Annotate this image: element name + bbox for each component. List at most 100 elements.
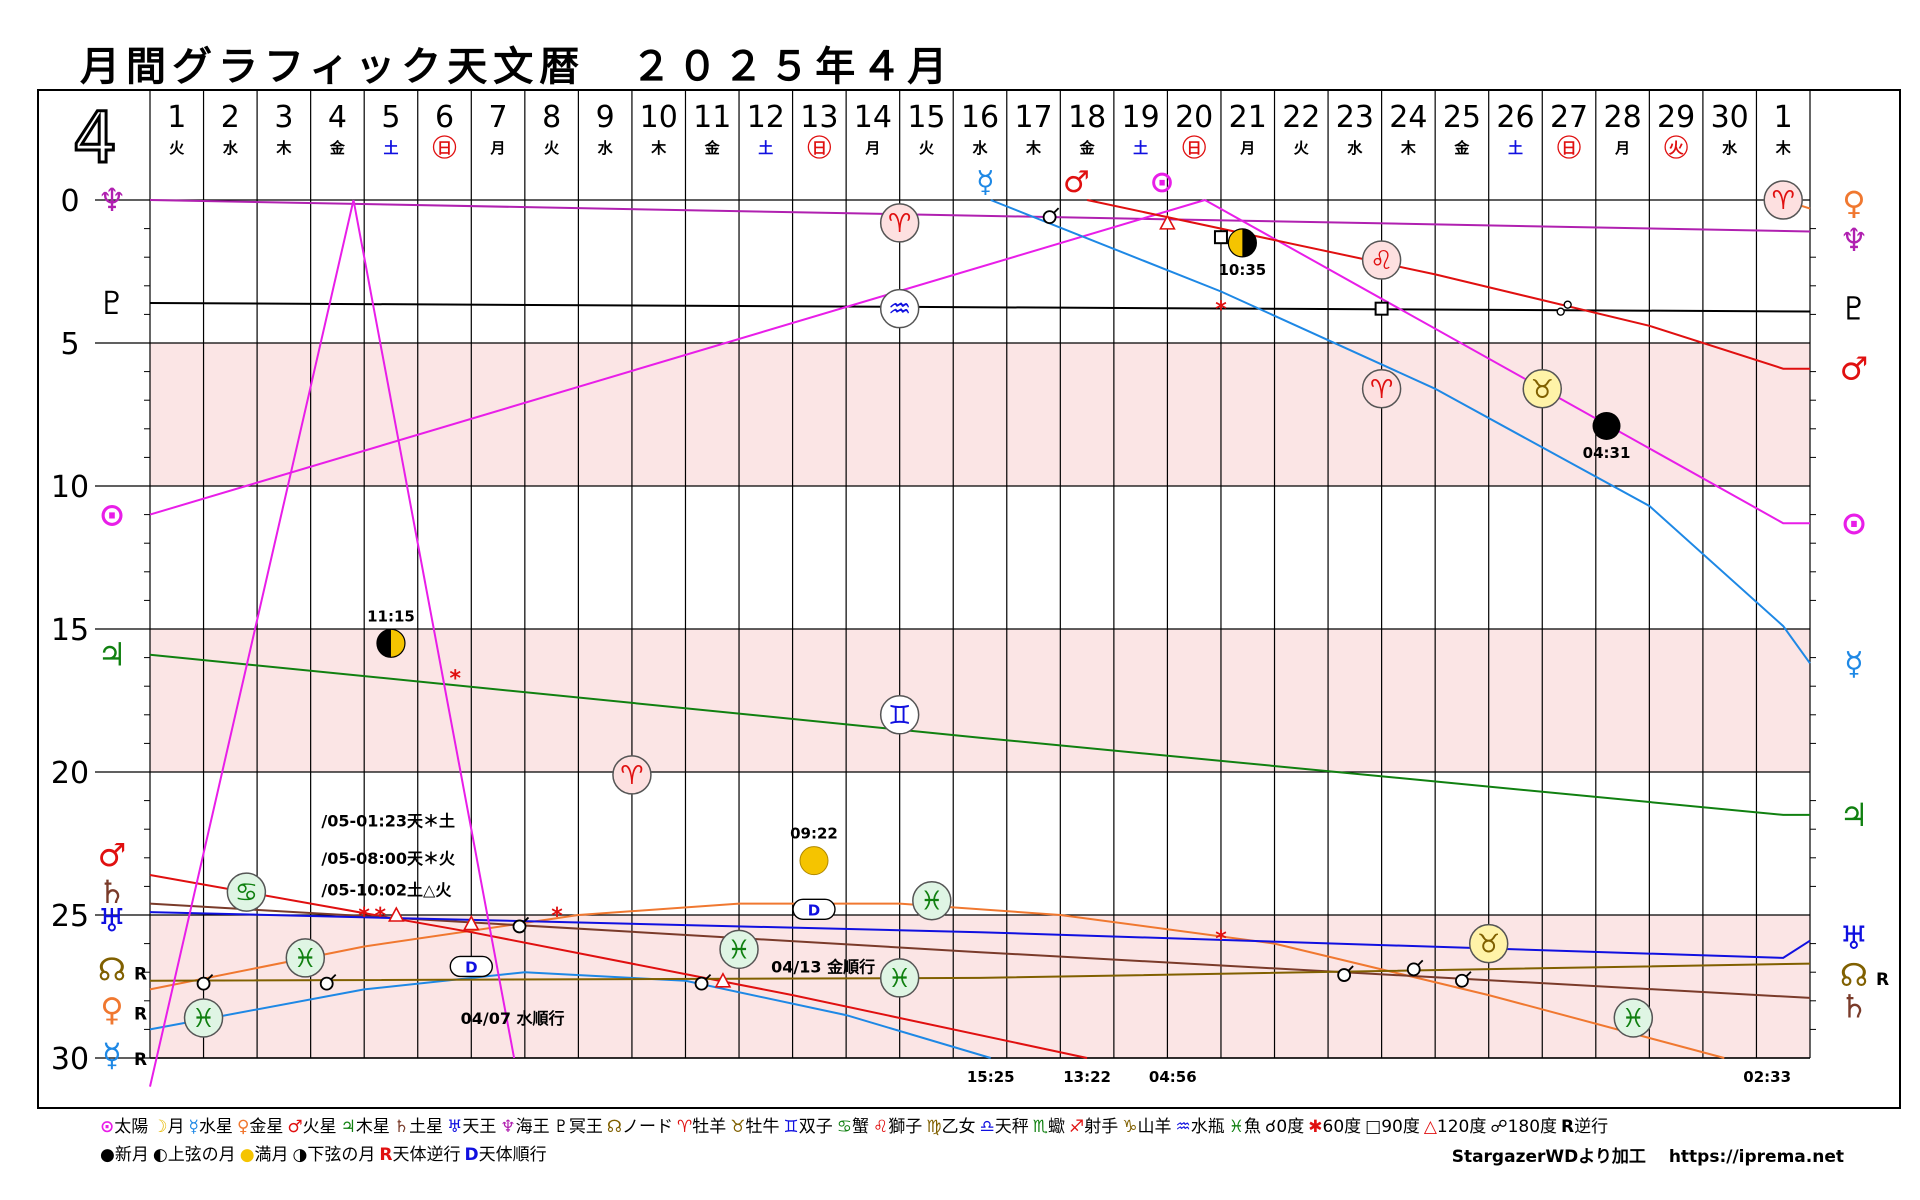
legend-planet-sign-item: R逆行	[1561, 1112, 1608, 1137]
day-number: 23	[1336, 100, 1374, 135]
sign-marker	[879, 288, 920, 329]
legend-planet-sign-text: 水瓶	[1190, 1117, 1225, 1137]
sign-marker-glyph: ♓	[192, 1004, 215, 1034]
legend-phase-item: ●満月	[240, 1140, 289, 1165]
day-number: 2	[221, 100, 240, 135]
direct-badge-label: D	[808, 901, 820, 919]
series-line-mars	[149, 874, 1088, 1059]
legend-planet-sign-symbol: ✱	[1308, 1117, 1323, 1137]
weekday-label: 日	[812, 139, 827, 157]
legend-planet-sign-text: 120度	[1436, 1117, 1487, 1137]
legend-planet-sign-text: 双子	[798, 1117, 833, 1137]
weekday-label: 月	[1614, 139, 1630, 157]
aspect-conjunction-tick	[330, 974, 337, 981]
aspect-sextile: *	[1215, 927, 1227, 952]
day-number: 22	[1282, 100, 1320, 135]
day-number: 27	[1550, 100, 1588, 135]
sign-marker	[1522, 369, 1563, 409]
legend-planet-sign-text: 水星	[198, 1117, 233, 1137]
legend-planet-sign-symbol: R	[1561, 1117, 1575, 1137]
direct-badge-label: D	[465, 958, 477, 976]
bottom-time-label: 15:25	[967, 1068, 1015, 1086]
aspect-trine	[1159, 214, 1176, 230]
day-number: 9	[596, 100, 615, 135]
sign-marker-glyph: ♓	[920, 887, 943, 917]
legend-planet-sign-symbol: ♎	[979, 1117, 995, 1137]
legend-planet-sign-text: 60度	[1322, 1117, 1362, 1137]
weekday-label: 月	[1239, 139, 1255, 157]
legend-phase-item: D天体順行	[464, 1140, 546, 1165]
day-number: 29	[1657, 100, 1695, 135]
weekday-label: 火	[169, 139, 185, 157]
legend-planet-sign-text: 牡羊	[692, 1117, 727, 1137]
aspect-conjunction	[1337, 968, 1352, 982]
series-line-moon	[352, 199, 516, 1059]
day-number: 8	[542, 100, 561, 135]
right-planet-glyph: ⊙	[1841, 504, 1868, 542]
series-line-sun	[149, 199, 1206, 516]
series-line-neptune	[149, 199, 1811, 233]
sign-marker-glyph: ♌	[1370, 246, 1393, 276]
moon-phase-time: 10:35	[1219, 261, 1267, 279]
aspect-conjunction-tick	[1347, 965, 1354, 972]
legend-planet-sign-item: ♃木星	[341, 1112, 390, 1137]
sign-marker	[879, 695, 920, 735]
sign-marker-glyph: ♈	[620, 761, 643, 791]
weekday-label: 木	[275, 139, 292, 157]
aspect-conjunction-tick	[206, 974, 214, 981]
legend-planet-sign-symbol: ☍	[1490, 1117, 1508, 1137]
day-number: 30	[1711, 100, 1749, 135]
sign-marker	[1613, 998, 1654, 1038]
sign-marker	[1468, 923, 1509, 964]
day-number: 19	[1122, 100, 1160, 135]
legend-planet-sign-symbol: ♓	[1228, 1117, 1244, 1137]
day-number: 1	[1774, 100, 1793, 135]
left-planet-glyph: ♄	[98, 873, 127, 911]
day-number: 26	[1496, 100, 1534, 135]
legend-planet-sign-text: 牡牛	[745, 1117, 780, 1137]
bottom-time-label: 13:22	[1063, 1068, 1111, 1086]
series-line-venus	[149, 902, 1725, 1059]
legend-planet-sign-symbol: ♄	[393, 1117, 410, 1137]
annotation-text: 04/13 金順行	[771, 957, 875, 976]
legend-planet-sign-item: ♏蠍	[1033, 1112, 1065, 1137]
legend-planet-sign-item: ♒水瓶	[1176, 1112, 1225, 1137]
sign-change-glyph: ♂	[1063, 165, 1090, 200]
legend-planet-sign-text: 90度	[1381, 1117, 1420, 1137]
legend-planet-sign-text: 魚	[1244, 1117, 1261, 1137]
weekday-label: 火	[919, 139, 935, 157]
legend-phase-item: ◐上弦の月	[153, 1140, 236, 1165]
left-retro-suffix: R	[134, 964, 147, 984]
sign-marker-glyph: ♒	[888, 295, 911, 325]
weekday-label: 月	[864, 139, 880, 157]
moon-quarter-shade	[1242, 228, 1257, 257]
left-retro-suffix: R	[134, 1004, 147, 1024]
legend-planet-sign-text: 蟹	[852, 1117, 869, 1137]
weekday-label: 水	[223, 139, 239, 157]
weekday-label: 木	[1400, 139, 1417, 157]
bottom-time-label: 04:56	[1149, 1068, 1197, 1086]
legend-planet-sign-symbol: ☿	[188, 1117, 199, 1137]
weekday-label: 土	[758, 139, 773, 157]
weekday-label: 水	[1722, 139, 1738, 157]
sign-marker	[285, 938, 326, 978]
day-number: 13	[800, 100, 838, 135]
moon-quarter-shade	[376, 629, 391, 658]
legend-planet-sign-item: ♂火星	[287, 1112, 336, 1137]
aspect-sextile: *	[358, 904, 370, 929]
sign-marker-glyph: ♓	[727, 935, 750, 965]
legend-planet-sign-item: ☍180度	[1490, 1112, 1557, 1137]
legend-phase-symbol: ◐	[152, 1145, 168, 1165]
legend-row-planets-signs: ⊙太陽 ☽月 ☿水星 ♀金星 ♂火星 ♃木星 ♄土星 ♅天王 ♆海王 ♇冥王 ☊ノード ♈牡羊 ♉牡牛 ♊…	[100, 1112, 1860, 1140]
day-number: 21	[1229, 100, 1267, 135]
day-number: 15	[907, 100, 945, 135]
legend-planet-sign-item: ☊ノード	[607, 1112, 673, 1137]
aspect-trine	[462, 914, 480, 931]
left-planet-glyph: ♃	[98, 636, 127, 674]
day-number: 7	[489, 100, 508, 135]
legend-planet-sign-text: 木星	[355, 1117, 390, 1137]
y-tick-label: 5	[60, 327, 79, 362]
aspect-sextile: *	[551, 904, 563, 929]
legend-planet-sign-text: 冥王	[568, 1117, 603, 1137]
series-line-jupiter	[149, 653, 1810, 816]
